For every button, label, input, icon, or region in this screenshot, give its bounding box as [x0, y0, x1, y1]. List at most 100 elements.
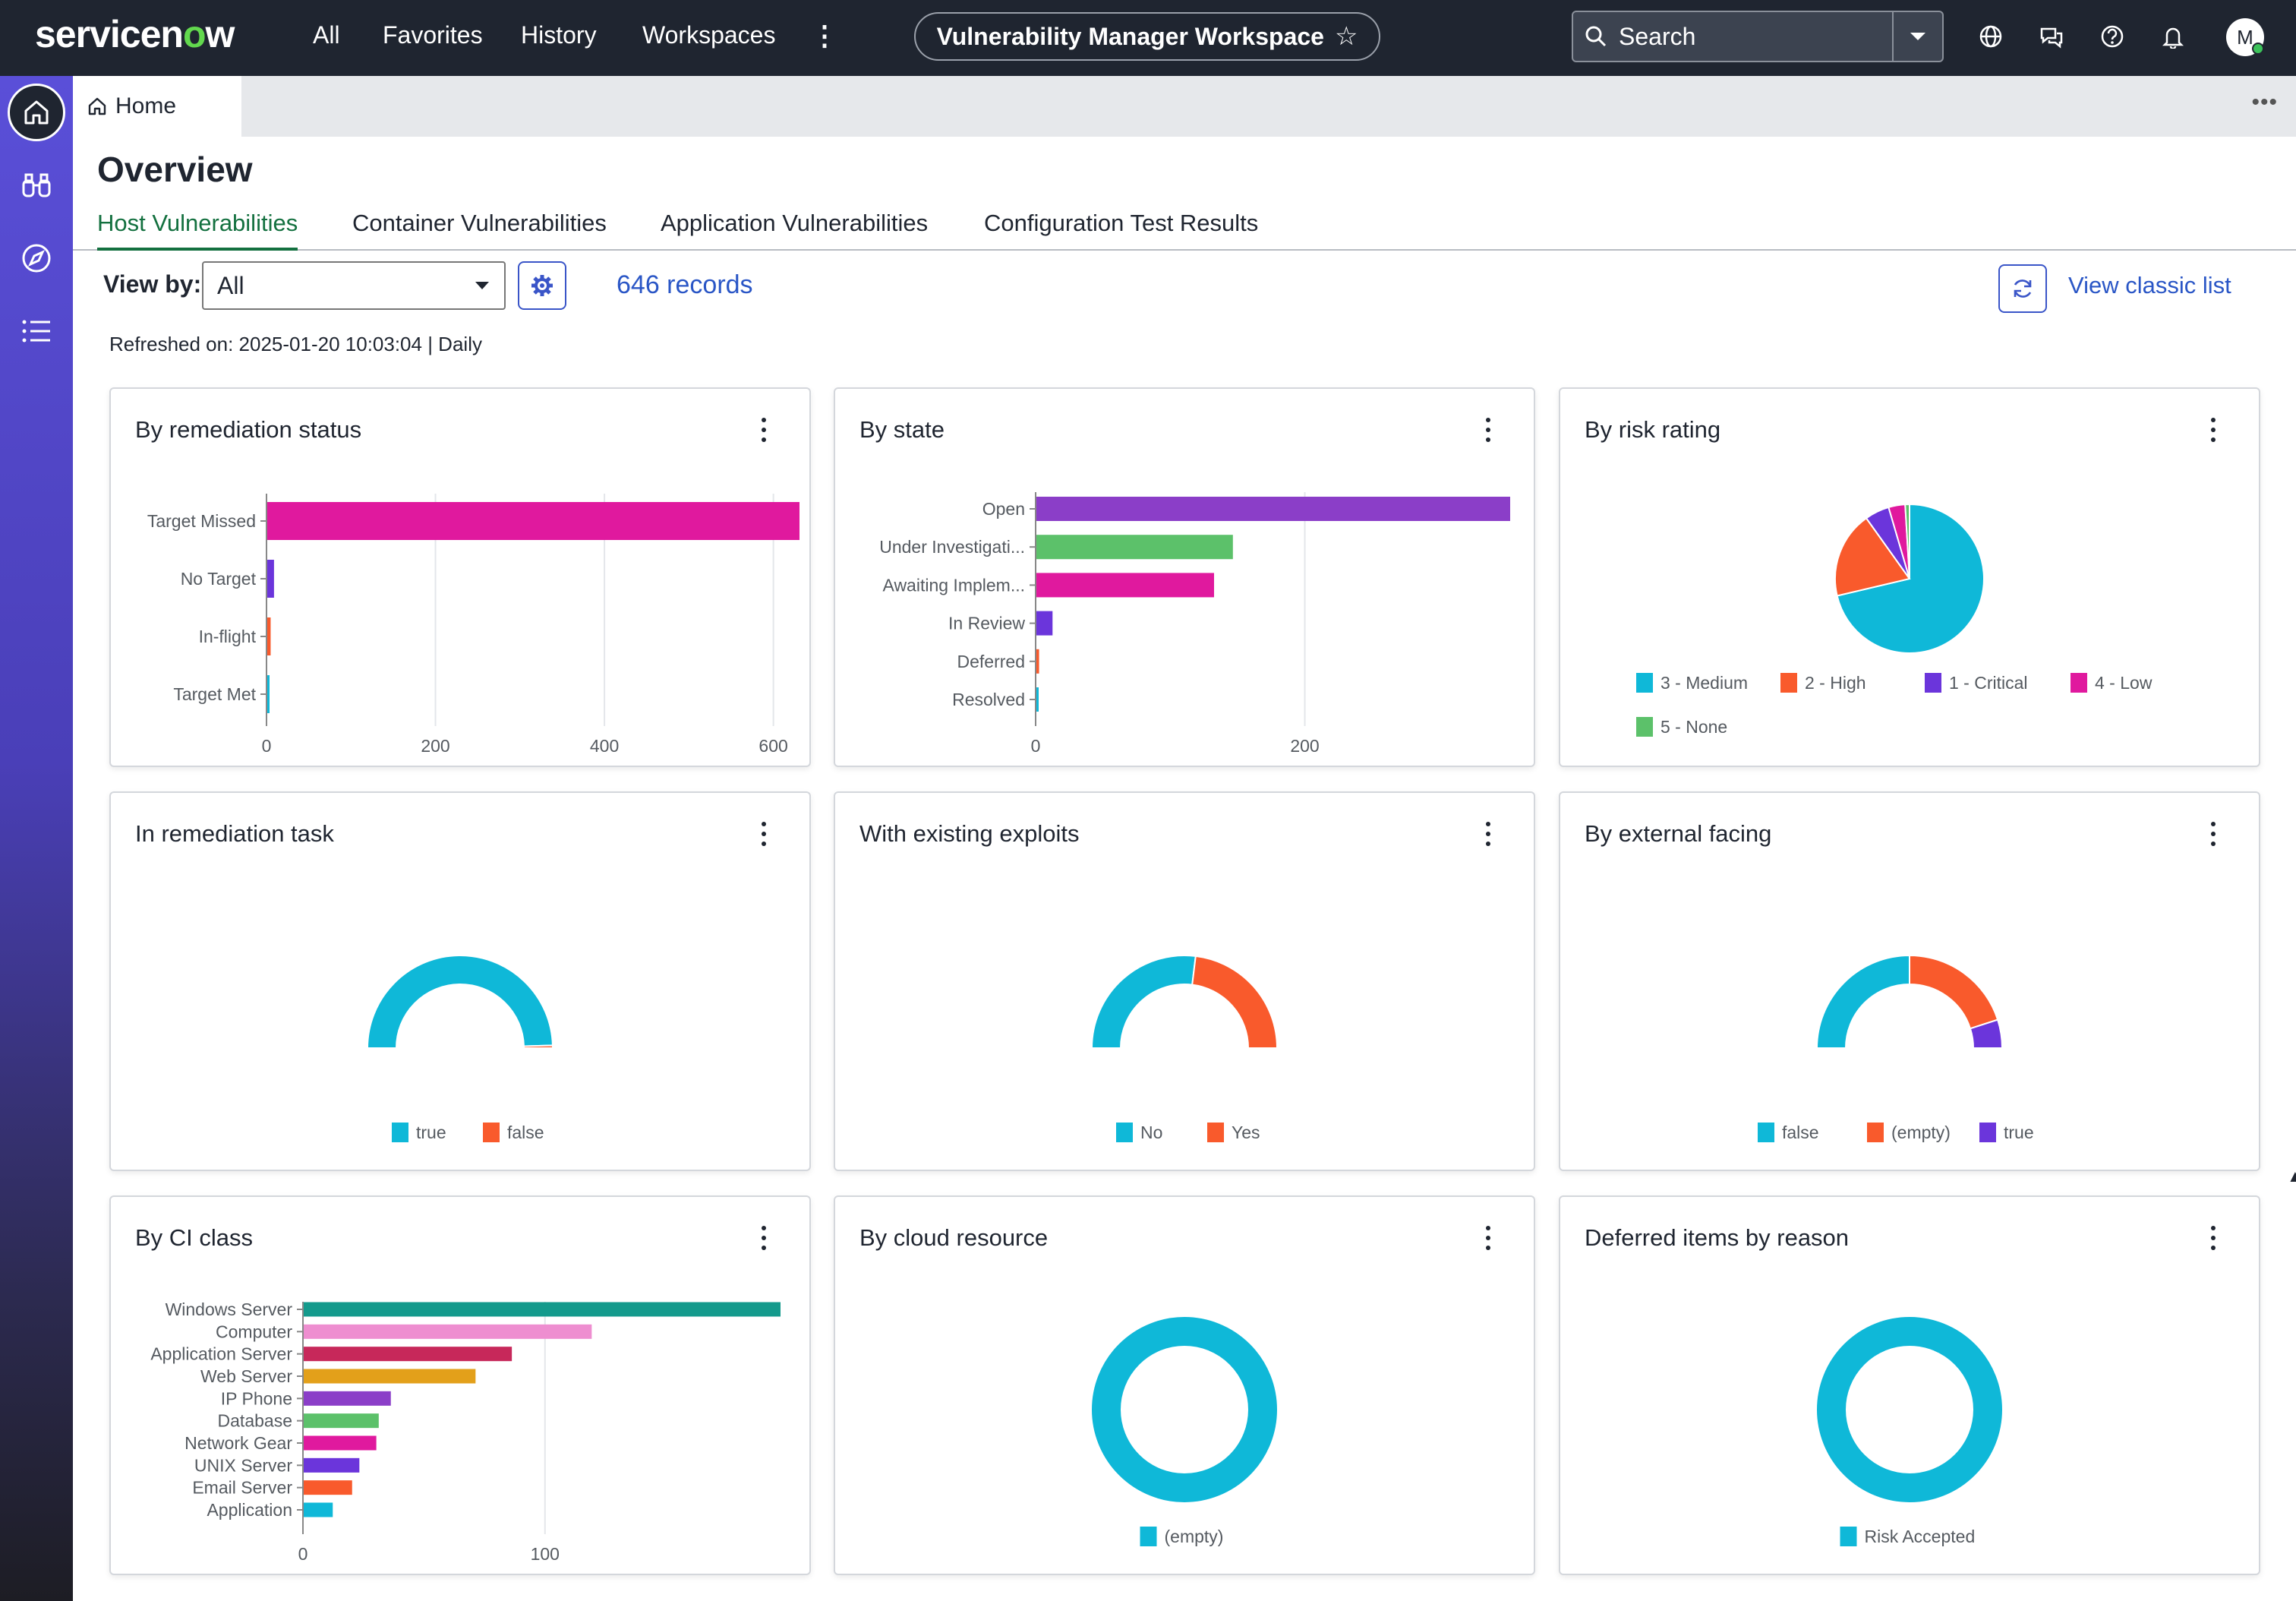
bar-no-target[interactable] [267, 560, 274, 598]
rail-home-icon[interactable] [8, 84, 65, 141]
compass-icon[interactable] [8, 229, 65, 287]
card-in-remediation-task[interactable]: true false In remediation task [109, 791, 811, 1171]
card-menu-icon[interactable] [2206, 1223, 2221, 1253]
arc-false[interactable] [522, 1044, 554, 1049]
nav-workspaces[interactable]: Workspaces [642, 21, 776, 49]
tab-home[interactable]: Home [73, 76, 241, 137]
bar-deferred[interactable] [1036, 649, 1039, 674]
card-menu-icon[interactable] [1481, 415, 1496, 445]
bar-open[interactable] [1036, 497, 1510, 521]
pie-slice-5-none[interactable] [1904, 503, 1910, 579]
card-menu-icon[interactable] [1481, 1223, 1496, 1253]
donut-ring-risk-accepted[interactable] [1817, 1317, 2002, 1502]
bar-windows-server[interactable] [304, 1302, 781, 1317]
workspace-title-pill[interactable]: Vulnerability Manager Workspace ☆ [914, 12, 1380, 61]
legend-label[interactable]: false [507, 1123, 544, 1142]
card-menu-icon[interactable] [2206, 415, 2221, 445]
subtab-application-vulnerabilities[interactable]: Application Vulnerabilities [661, 210, 929, 236]
legend-swatch[interactable] [1979, 1123, 1996, 1142]
search-input[interactable]: Search [1619, 22, 1696, 50]
nav-history[interactable]: History [521, 21, 597, 49]
card-menu-icon[interactable] [756, 1223, 771, 1253]
legend-label[interactable]: (empty) [1891, 1123, 1951, 1142]
card-deferred-items-by-reason[interactable]: Risk Accepted Deferred items by reason [1559, 1195, 2260, 1575]
binoculars-icon[interactable] [8, 156, 65, 214]
legend-swatch[interactable] [1840, 1527, 1857, 1546]
bar-application-server[interactable] [304, 1347, 512, 1362]
legend-swatch[interactable] [392, 1123, 408, 1142]
global-search[interactable]: Search [1572, 11, 1944, 62]
card-by-ci-class[interactable]: 0 100 Windows Server Computer Application Se… [109, 1195, 811, 1575]
legend-swatch[interactable] [483, 1123, 500, 1142]
card-menu-icon[interactable] [1481, 819, 1496, 849]
legend-swatch[interactable] [1116, 1123, 1133, 1142]
legend-swatch[interactable] [1780, 673, 1797, 693]
legend-label[interactable]: No [1140, 1123, 1162, 1142]
arc-true[interactable] [1969, 1018, 2004, 1049]
bar-under-investigati[interactable] [1036, 535, 1233, 560]
legend-label[interactable]: 4 - Low [2095, 673, 2152, 693]
bar-application[interactable] [304, 1502, 333, 1517]
arc-true[interactable] [366, 955, 554, 1049]
card-by-remediation-status[interactable]: 0 200 400 600 Target Missed No Target In-fligh… [109, 387, 811, 767]
nav-more-icon[interactable]: ⋮ [811, 20, 838, 51]
legend-label[interactable]: 2 - High [1805, 673, 1866, 693]
arc-empty[interactable] [1909, 954, 1999, 1030]
search-scope-dropdown-icon[interactable] [1892, 12, 1942, 61]
arc-no[interactable] [1090, 955, 1197, 1049]
refresh-icon[interactable] [1998, 264, 2047, 313]
card-by-risk-rating[interactable]: 3 - Medium 2 - High 1 - Critical 4 - Low 5 -… [1559, 387, 2260, 767]
card-by-state[interactable]: 0 200 Open Under Investigati... Awaiting Imp… [834, 387, 1535, 767]
view-classic-list-link[interactable]: View classic list [2068, 272, 2231, 298]
arc-false[interactable] [1815, 954, 1910, 1049]
bar-target-missed[interactable] [267, 502, 800, 540]
bar-email-server[interactable] [304, 1480, 352, 1495]
bar-computer[interactable] [304, 1324, 592, 1339]
bar-resolved[interactable] [1036, 687, 1039, 712]
card-menu-icon[interactable] [756, 819, 771, 849]
more-options-icon[interactable]: ••• [2251, 90, 2278, 115]
legend-label[interactable]: Yes [1232, 1123, 1260, 1142]
arc-yes[interactable] [1191, 955, 1279, 1049]
card-by-external-facing[interactable]: false (empty) true By external facing [1559, 791, 2260, 1171]
legend-swatch[interactable] [2070, 673, 2087, 693]
legend-swatch[interactable] [1758, 1123, 1774, 1142]
bar-unix-server[interactable] [304, 1457, 360, 1473]
nav-favorites[interactable]: Favorites [383, 21, 483, 49]
card-by-cloud-resource[interactable]: (empty) By cloud resource [834, 1195, 1535, 1575]
legend-swatch[interactable] [1207, 1123, 1224, 1142]
bar-awaiting-implem[interactable] [1036, 573, 1214, 598]
bar-database[interactable] [304, 1413, 379, 1429]
view-by-select[interactable]: All [202, 261, 506, 310]
subtab-host-vulnerabilities[interactable]: Host Vulnerabilities [97, 210, 298, 251]
gear-icon[interactable] [518, 261, 566, 310]
nav-all[interactable]: All [313, 21, 340, 49]
bar-in-review[interactable] [1036, 611, 1053, 636]
subtab-container-vulnerabilities[interactable]: Container Vulnerabilities [352, 210, 607, 236]
bar-ip-phone[interactable] [304, 1391, 391, 1406]
card-with-existing-exploits[interactable]: No Yes With existing exploits [834, 791, 1535, 1171]
legend-label[interactable]: true [2004, 1123, 2034, 1142]
legend-swatch[interactable] [1140, 1527, 1157, 1546]
bar-network-gear[interactable] [304, 1435, 377, 1451]
card-menu-icon[interactable] [2206, 819, 2221, 849]
legend-label[interactable]: 1 - Critical [1949, 673, 2028, 693]
legend-swatch[interactable] [1867, 1123, 1884, 1142]
help-icon[interactable] [2097, 21, 2127, 52]
legend-label[interactable]: 5 - None [1660, 717, 1727, 737]
records-count[interactable]: 646 records [617, 270, 753, 299]
legend-label[interactable]: false [1782, 1123, 1819, 1142]
pie-slice-2-high[interactable] [1834, 516, 1911, 597]
bar-in-flight[interactable] [267, 617, 271, 655]
list-icon[interactable] [8, 302, 65, 360]
donut-ring-empty[interactable] [1092, 1317, 1277, 1502]
pie-slice-3-medium[interactable] [1836, 503, 1985, 654]
subtab-configuration-test-results[interactable]: Configuration Test Results [984, 210, 1259, 236]
legend-swatch[interactable] [1925, 673, 1941, 693]
card-menu-icon[interactable] [756, 415, 771, 445]
legend-label[interactable]: Risk Accepted [1865, 1527, 1976, 1546]
chat-icon[interactable] [2036, 21, 2067, 52]
favorite-star-icon[interactable]: ☆ [1334, 22, 1358, 51]
legend-label[interactable]: (empty) [1165, 1527, 1224, 1546]
legend-swatch[interactable] [1636, 673, 1653, 693]
